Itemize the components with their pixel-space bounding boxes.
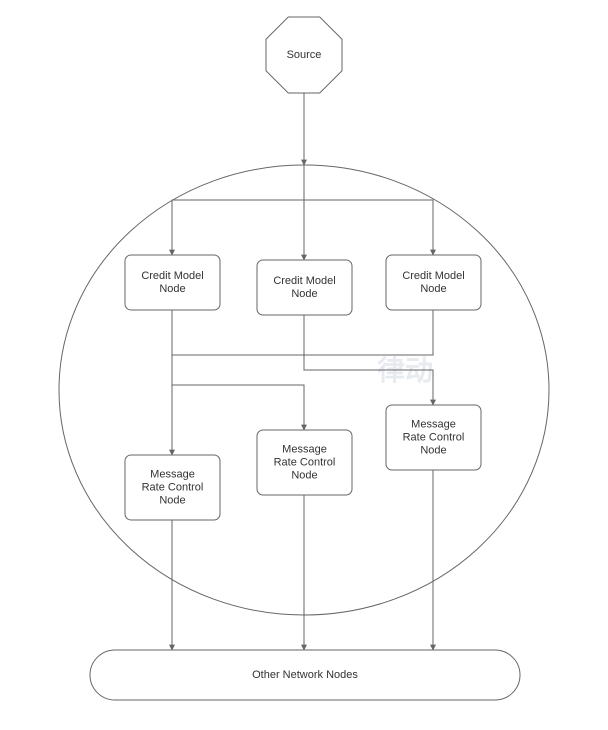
flow-edge <box>304 200 433 255</box>
source-label: Source <box>287 49 322 61</box>
rate1-label: Message <box>150 468 195 480</box>
rate2-label: Node <box>291 469 317 481</box>
credit1-label: Node <box>159 283 185 295</box>
rate3-label: Rate Control <box>403 431 465 443</box>
rate1-label: Rate Control <box>142 481 204 493</box>
credit1-label: Credit Model <box>141 270 203 282</box>
rate3-label: Node <box>420 444 446 456</box>
credit2-label: Node <box>291 288 317 300</box>
credit3-label: Credit Model <box>402 270 464 282</box>
flow-edge <box>172 200 304 255</box>
credit3-label: Node <box>420 283 446 295</box>
flow-edge <box>172 310 304 430</box>
rate2-label: Message <box>282 443 327 455</box>
rate1-label: Node <box>159 494 185 506</box>
rate2-label: Rate Control <box>274 456 336 468</box>
rate3-label: Message <box>411 418 456 430</box>
other-network-label: Other Network Nodes <box>252 669 358 681</box>
credit2-label: Credit Model <box>273 275 335 287</box>
